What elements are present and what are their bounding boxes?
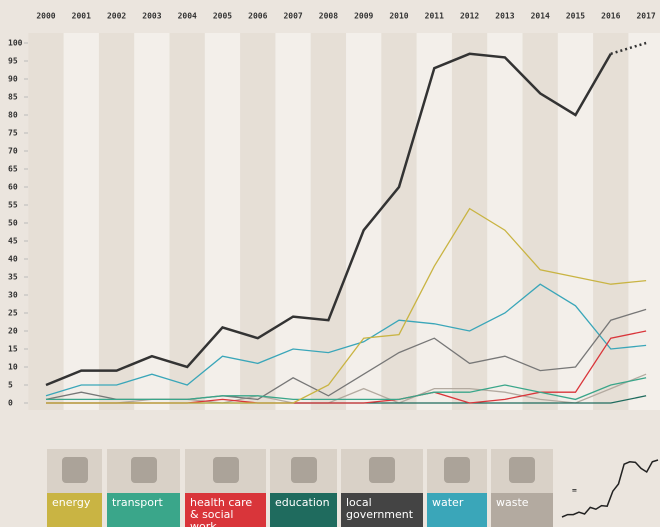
y-tick-label: 80 (8, 111, 18, 120)
column-band (558, 33, 593, 410)
x-tick-label: 2012 (460, 12, 479, 21)
column-band (64, 33, 99, 410)
page: {"chart_data": {"type": "line", "categor… (0, 0, 660, 527)
column-band (311, 33, 346, 410)
y-tick-label: 100 (8, 39, 23, 48)
y-tick-label: 40 (8, 255, 18, 264)
legend-label: water (427, 493, 487, 527)
legend-tile: energy (47, 449, 102, 527)
legend-tile: transport (107, 449, 180, 527)
chart: 2000200120022003200420052006200720082009… (0, 0, 660, 527)
legend-icon (369, 457, 395, 483)
y-tick-label: 70 (8, 147, 18, 156)
y-tick-label: 55 (8, 201, 18, 210)
column-band (628, 33, 660, 410)
x-tick-label: 2010 (389, 12, 408, 21)
x-tick-label: 2009 (354, 12, 373, 21)
y-tick-label: 85 (8, 93, 18, 102)
x-tick-label: 2015 (566, 12, 585, 21)
y-tick-label: 25 (8, 309, 18, 318)
x-tick-label: 2007 (283, 12, 302, 21)
column-band (452, 33, 487, 410)
y-tick-label: 35 (8, 273, 18, 282)
legend-label: local government (341, 493, 423, 527)
x-tick-label: 2001 (72, 12, 91, 21)
y-tick-label: 65 (8, 165, 18, 174)
legend-tile: waste (491, 449, 553, 527)
legend-label: waste (491, 493, 553, 527)
x-tick-label: 2000 (36, 12, 55, 21)
legend-label: energy (47, 493, 102, 527)
legend-equals: = (572, 486, 577, 495)
legend-label: education (270, 493, 337, 527)
x-tick-label: 2005 (213, 12, 232, 21)
legend-icon (509, 457, 535, 483)
legend-label: transport (107, 493, 180, 527)
y-tick-label: 0 (8, 399, 13, 408)
y-tick-label: 45 (8, 237, 18, 246)
legend-icon (131, 457, 157, 483)
x-tick-label: 2008 (319, 12, 338, 21)
column-band (134, 33, 169, 410)
legend-icon (62, 457, 88, 483)
x-tick-label: 2013 (495, 12, 514, 21)
column-band (487, 33, 522, 410)
y-tick-label: 10 (8, 363, 18, 372)
y-tick-label: 20 (8, 327, 18, 336)
y-tick-label: 15 (8, 345, 18, 354)
column-band (381, 33, 416, 410)
y-tick-label: 30 (8, 291, 18, 300)
legend-icon (444, 457, 470, 483)
column-band (28, 33, 63, 410)
legend-label: health care & social work (185, 493, 266, 527)
legend-icon (291, 457, 317, 483)
y-tick-label: 50 (8, 219, 18, 228)
column-band (240, 33, 275, 410)
legend-tile: education (270, 449, 337, 527)
x-tick-label: 2004 (178, 12, 197, 21)
x-tick-label: 2017 (636, 12, 655, 21)
column-band (205, 33, 240, 410)
y-tick-label: 75 (8, 129, 18, 138)
legend-icon (213, 457, 239, 483)
x-tick-label: 2003 (142, 12, 161, 21)
legend-tile: health care & social work (185, 449, 266, 527)
x-tick-label: 2011 (425, 12, 444, 21)
y-tick-label: 5 (8, 381, 13, 390)
y-tick-label: 60 (8, 183, 18, 192)
x-tick-label: 2006 (248, 12, 267, 21)
column-band (417, 33, 452, 410)
y-tick-label: 90 (8, 75, 18, 84)
column-band (99, 33, 134, 410)
column-band (523, 33, 558, 410)
x-tick-label: 2002 (107, 12, 126, 21)
x-tick-label: 2016 (601, 12, 620, 21)
legend-tile: local government (341, 449, 423, 527)
y-tick-label: 95 (8, 57, 18, 66)
column-band (593, 33, 628, 410)
x-tick-label: 2014 (531, 12, 550, 21)
legend-tile: water (427, 449, 487, 527)
column-band (346, 33, 381, 410)
